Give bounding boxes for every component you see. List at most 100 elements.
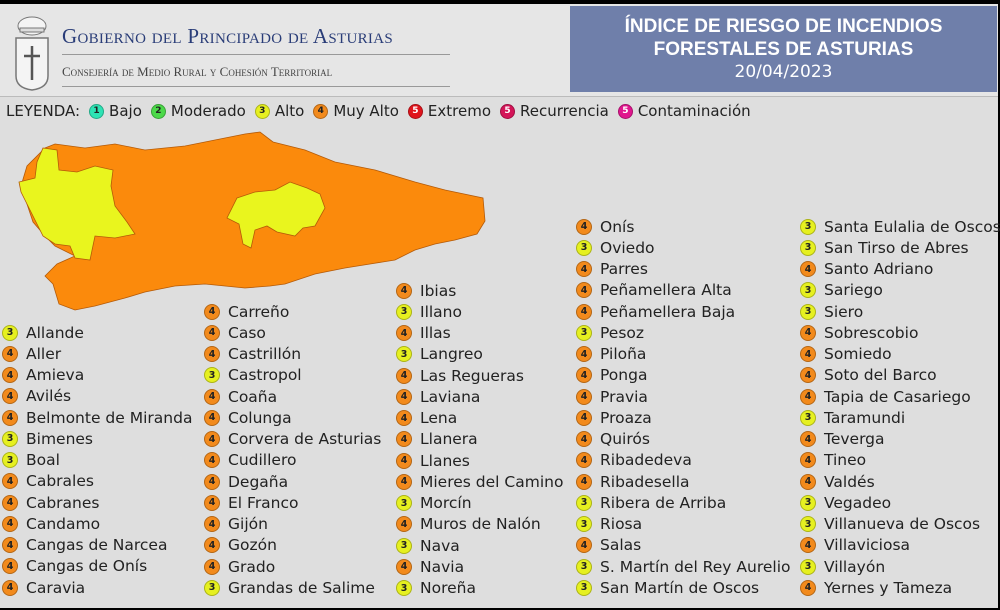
risk-level-badge: 4 xyxy=(576,388,592,405)
risk-level-badge: 3 xyxy=(396,303,412,320)
risk-level-badge: 4 xyxy=(2,558,18,575)
risk-level-badge: 4 xyxy=(396,410,412,427)
municipality-row: 4 Yernes y Tameza xyxy=(800,577,1000,598)
municipality-row: 3 Bimenes xyxy=(2,428,192,449)
municipality-name: Morcín xyxy=(420,494,472,513)
municipality-name: Muros de Nalón xyxy=(420,515,541,534)
municipality-name: Aller xyxy=(26,344,62,363)
legend-level-badge: 3 xyxy=(254,103,270,119)
municipality-row: 3 Riosa xyxy=(576,514,790,535)
risk-level-badge: 3 xyxy=(800,494,816,511)
legend-item-recurrencia: 5 Recurrencia xyxy=(500,102,609,120)
government-subtitle: Consejería de Medio Rural y Cohesión Ter… xyxy=(62,64,333,79)
municipality-row: 3 Illano xyxy=(396,301,563,322)
municipality-row: 4 Valdés xyxy=(800,471,1000,492)
risk-level-badge: 4 xyxy=(204,537,220,554)
municipality-row: 4 Tapia de Casariego xyxy=(800,386,1000,407)
municipality-row: 4 Cabrales xyxy=(2,471,192,492)
municipality-row: 4 Llanes xyxy=(396,450,563,471)
municipality-name: Llanera xyxy=(420,430,478,449)
map-region-alto-center xyxy=(226,181,326,249)
risk-level-badge: 3 xyxy=(2,324,18,341)
risk-level-badge: 3 xyxy=(2,452,18,469)
municipality-name: Villanueva de Oscos xyxy=(824,515,981,534)
legend-item-label: Alto xyxy=(274,102,305,120)
municipality-name: Laviana xyxy=(420,387,481,406)
risk-level-badge: 3 xyxy=(204,367,220,384)
municipality-name: Caravia xyxy=(26,578,86,597)
risk-level-badge: 3 xyxy=(576,558,592,575)
municipality-row: 3 S. Martín del Rey Aurelio xyxy=(576,556,790,577)
divider xyxy=(0,96,998,97)
municipality-name: Illano xyxy=(420,302,462,321)
municipality-row: 4 Piloña xyxy=(576,344,790,365)
municipality-name: Langreo xyxy=(420,345,483,364)
municipality-name: Salas xyxy=(600,536,642,555)
municipality-row: 3 Taramundi xyxy=(800,407,1000,428)
municipality-name: Degaña xyxy=(228,472,289,491)
risk-level-badge: 4 xyxy=(396,516,412,533)
municipality-name: Peñamellera Alta xyxy=(600,281,732,300)
risk-level-badge: 4 xyxy=(396,431,412,448)
municipality-row: 4 Peñamellera Baja xyxy=(576,301,790,322)
municipality-row: 3 Castropol xyxy=(204,365,381,386)
legend-level-badge: 5 xyxy=(407,103,423,119)
municipality-row: 4 Colunga xyxy=(204,407,381,428)
risk-level-badge: 4 xyxy=(204,431,220,448)
municipality-name: Caso xyxy=(228,323,266,342)
municipality-row: 4 Caravia xyxy=(2,577,192,598)
legend-item-contaminaci-n: 5 Contaminación xyxy=(617,102,751,120)
risk-level-badge: 4 xyxy=(800,367,816,384)
municipality-row: 4 Castrillón xyxy=(204,344,381,365)
municipality-row: 4 Ribadedeva xyxy=(576,450,790,471)
risk-level-badge: 4 xyxy=(800,537,816,554)
municipality-row: 3 Santa Eulalia de Oscos xyxy=(800,216,1000,237)
legend-item-label: Bajo xyxy=(109,102,142,120)
municipality-row: 3 Vegadeo xyxy=(800,492,1000,513)
municipality-name: Mieres del Camino xyxy=(420,472,564,491)
risk-level-badge: 3 xyxy=(204,579,220,596)
municipality-name: Bimenes xyxy=(26,429,94,448)
divider xyxy=(62,54,450,55)
legend-item-moderado: 2 Moderado xyxy=(150,102,246,120)
municipality-row: 4 Gozón xyxy=(204,535,381,556)
municipality-row: 4 Parres xyxy=(576,259,790,280)
municipality-row: 4 Lena xyxy=(396,408,563,429)
municipality-row: 3 Villanueva de Oscos xyxy=(800,514,1000,535)
municipality-row: 4 Avilés xyxy=(2,386,192,407)
municipality-row: 3 Nava xyxy=(396,535,563,556)
legend-item-label: Muy Alto xyxy=(333,102,399,120)
municipality-name: San Tirso de Abres xyxy=(824,238,969,257)
risk-level-badge: 3 xyxy=(576,239,592,256)
municipality-name: Corvera de Asturias xyxy=(228,430,382,449)
risk-level-badge: 4 xyxy=(576,537,592,554)
risk-level-badge: 4 xyxy=(204,452,220,469)
municipality-name: Cabranes xyxy=(26,493,100,512)
risk-level-badge: 4 xyxy=(396,282,412,299)
risk-level-badge: 4 xyxy=(204,409,220,426)
legend-item-extremo: 5 Extremo xyxy=(407,102,491,120)
municipality-name: Illas xyxy=(420,324,451,343)
municipality-row: 3 Sariego xyxy=(800,280,1000,301)
municipality-name: Noreña xyxy=(420,579,476,598)
municipality-row: 3 Ribera de Arriba xyxy=(576,492,790,513)
risk-level-badge: 4 xyxy=(800,324,816,341)
risk-level-badge: 3 xyxy=(396,580,412,597)
risk-level-badge: 3 xyxy=(576,579,592,596)
risk-level-badge: 4 xyxy=(396,388,412,405)
municipality-name: Castrillón xyxy=(228,345,302,364)
municipality-row: 4 Salas xyxy=(576,535,790,556)
risk-level-badge: 4 xyxy=(396,367,412,384)
municipality-name: Santo Adriano xyxy=(824,260,934,279)
municipality-name: Ibias xyxy=(420,281,457,300)
municipality-row: 4 El Franco xyxy=(204,492,381,513)
page: Gobierno del Principado de Asturias Cons… xyxy=(0,4,1000,608)
municipality-name: Cudillero xyxy=(228,451,297,470)
municipality-name: Pesoz xyxy=(600,323,645,342)
asturias-risk-map xyxy=(18,131,486,311)
municipality-name: Boal xyxy=(26,451,60,470)
map-region-alto-west xyxy=(18,147,136,261)
municipality-name: Amieva xyxy=(26,366,85,385)
municipality-row: 4 Peñamellera Alta xyxy=(576,280,790,301)
title-box: ÍNDICE DE RIESGO DE INCENDIOS FORESTALES… xyxy=(570,6,997,92)
